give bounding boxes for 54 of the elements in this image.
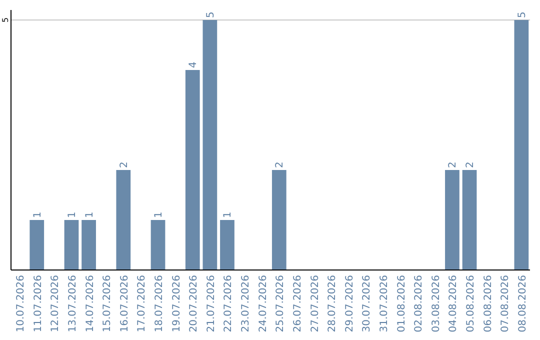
data-label: 1 bbox=[84, 212, 96, 218]
bar bbox=[202, 20, 218, 270]
x-tick-label: 01.08.2026 bbox=[396, 275, 408, 332]
x-tick-label: 26.07.2026 bbox=[292, 275, 304, 332]
x-tick-label: 10.07.2026 bbox=[16, 275, 27, 332]
data-label: 1 bbox=[154, 212, 165, 218]
bar bbox=[82, 220, 96, 270]
x-tick-label: 21.07.2026 bbox=[206, 275, 217, 332]
bar bbox=[185, 70, 200, 270]
x-tick-label: 03.08.2026 bbox=[430, 275, 442, 332]
x-tick-label: 16.07.2026 bbox=[119, 275, 130, 332]
x-tick-label: 29.07.2026 bbox=[344, 275, 356, 332]
x-tick-label: 28.07.2026 bbox=[327, 275, 338, 332]
x-tick-label: 30.07.2026 bbox=[362, 275, 373, 332]
data-label: 1 bbox=[222, 212, 234, 218]
x-tick-label: 02.08.2026 bbox=[414, 275, 425, 332]
data-label: 2 bbox=[118, 162, 130, 168]
bar bbox=[64, 220, 79, 270]
bar bbox=[150, 220, 166, 270]
x-tick-label: 13.07.2026 bbox=[67, 275, 78, 332]
x-tick-label: 23.07.2026 bbox=[240, 275, 252, 332]
x-tick-label: 11.07.2026 bbox=[32, 275, 44, 332]
bar bbox=[445, 170, 460, 270]
bar bbox=[30, 220, 44, 270]
x-tick-label: 12.07.2026 bbox=[50, 275, 62, 332]
x-tick-label: 06.08.2026 bbox=[482, 275, 494, 332]
x-tick-label: 27.07.2026 bbox=[310, 275, 321, 332]
data-label: 4 bbox=[188, 62, 200, 68]
data-label: 2 bbox=[465, 162, 476, 168]
x-tick-label: 05.08.2026 bbox=[466, 275, 477, 332]
x-tick-label: 20.07.2026 bbox=[188, 275, 200, 332]
x-tick-label: 04.08.2026 bbox=[448, 275, 460, 332]
x-tick-label: 07.08.2026 bbox=[500, 275, 512, 332]
x-tick-label: 31.07.2026 bbox=[378, 275, 390, 332]
bar bbox=[514, 20, 529, 270]
x-tick-label: 17.07.2026 bbox=[136, 275, 148, 332]
bar bbox=[220, 220, 234, 270]
x-tick-label: 24.07.2026 bbox=[258, 275, 269, 332]
bar bbox=[116, 170, 131, 270]
x-tick-label: 08.08.2026 bbox=[517, 275, 528, 332]
data-label: 1 bbox=[32, 212, 44, 218]
data-label: 1 bbox=[66, 212, 78, 218]
data-label: 5 bbox=[516, 12, 528, 18]
x-tick-label: 25.07.2026 bbox=[275, 275, 286, 332]
data-label: 2 bbox=[448, 162, 459, 168]
bar bbox=[272, 170, 286, 270]
x-tick-label: 14.07.2026 bbox=[84, 275, 96, 332]
data-label: 2 bbox=[274, 162, 286, 168]
x-tick-label: 22.07.2026 bbox=[223, 275, 234, 332]
x-tick-label: 18.07.2026 bbox=[154, 275, 166, 332]
x-tick-label: 15.07.2026 bbox=[102, 275, 114, 332]
x-tick-label: 19.07.2026 bbox=[171, 275, 182, 332]
data-label: 5 bbox=[205, 12, 216, 18]
bar bbox=[462, 170, 477, 270]
